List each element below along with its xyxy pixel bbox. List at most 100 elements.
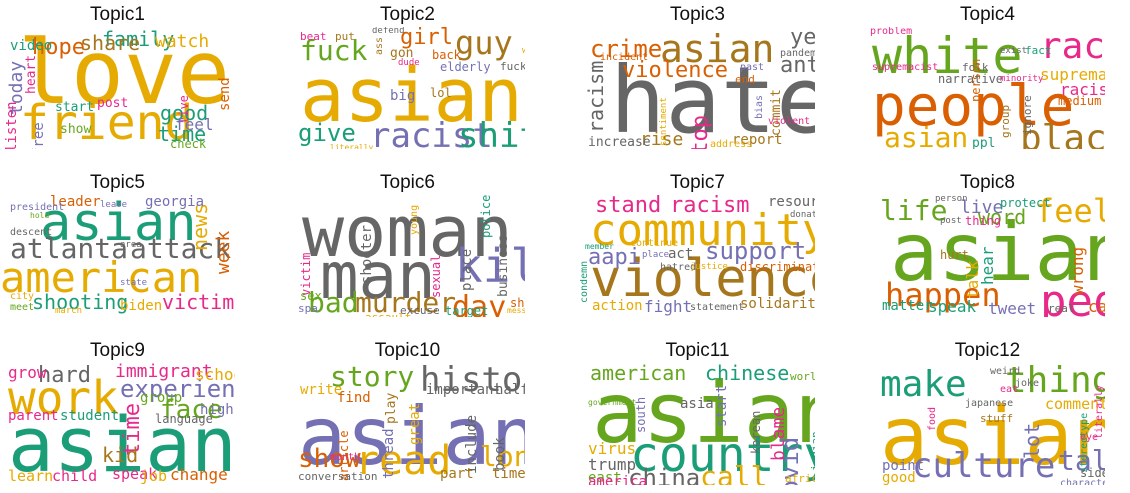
cloud-word: culture <box>912 446 1056 485</box>
cloud-word: community <box>590 205 815 256</box>
cloud-word: state <box>120 278 148 288</box>
cloud-word: side <box>1080 466 1105 480</box>
cloud-word: fuck <box>300 34 368 67</box>
word-cloud: love friend family share watch hope today video… <box>0 27 235 150</box>
cloud-word: elderly <box>440 60 491 74</box>
cloud-word: trump <box>588 455 637 474</box>
cloud-word: discrimination <box>740 260 815 274</box>
cloud-word: hard <box>38 363 91 388</box>
cloud-word: medium <box>1058 94 1102 108</box>
cloud-word: call <box>700 460 768 486</box>
cloud-word: character <box>1060 478 1105 486</box>
cloud-word: comment <box>1045 395 1105 413</box>
word-cloud: violencecommunitystand racism resource supp… <box>580 195 815 317</box>
cloud-word: thread <box>381 428 397 480</box>
cloud-word: school <box>195 365 235 384</box>
wordcloud-title: Topic6 <box>380 172 435 193</box>
cloud-word: continue <box>630 238 679 249</box>
cloud-word: love <box>18 27 230 124</box>
cloud-word: post <box>940 216 962 226</box>
cloud-word: victim <box>162 290 235 314</box>
cloud-word: world <box>790 370 815 383</box>
cloud-word: month <box>330 452 361 463</box>
cloud-word: experience <box>120 375 235 403</box>
cloud-word: donate <box>790 210 815 220</box>
cloud-word: student <box>60 408 120 424</box>
cloud-word: bad <box>308 286 359 317</box>
cloud-word: people <box>1040 276 1105 318</box>
cloud-word: learn <box>8 467 54 485</box>
cloud-word: sentiment <box>659 96 669 146</box>
cloud-word: protect <box>1000 196 1051 210</box>
cloud-word: lol <box>430 86 452 100</box>
cloud-word: beat <box>300 30 327 43</box>
cloud-word: big <box>390 88 416 104</box>
cloud-word: kid <box>102 443 139 467</box>
cloud-word: biden <box>120 298 163 314</box>
cloud-word: stuff <box>980 412 1014 425</box>
cloud-word: show <box>298 444 361 474</box>
wordcloud-title: Topic9 <box>90 340 145 361</box>
cloud-word: part <box>440 466 474 482</box>
cloud-word: hurt <box>940 248 969 262</box>
cloud-word: report <box>732 132 783 148</box>
cloud-word: racist <box>370 116 493 149</box>
cloud-word: word <box>978 205 1027 229</box>
cloud-word: east <box>588 470 622 485</box>
cloud-word: asian <box>298 390 525 483</box>
cloud-word: place <box>642 250 670 260</box>
cloud-word: talk <box>1058 444 1105 477</box>
cloud-word: march <box>55 306 83 316</box>
cloud-word: increase <box>588 135 651 149</box>
cloud-word: area <box>120 240 142 250</box>
cloud-word: japanese <box>965 398 1014 409</box>
cloud-word: shooter <box>359 224 375 284</box>
cloud-word: violence <box>622 58 728 83</box>
cloud-word: feel <box>1035 195 1105 230</box>
cloud-word: sexual <box>429 254 443 299</box>
cloud-word: crime <box>590 35 663 63</box>
cloud-word: asian <box>880 390 1105 483</box>
cloud-word: stand <box>595 195 662 218</box>
cloud-word: kill <box>455 239 525 293</box>
cloud-word: great <box>407 402 423 445</box>
cloud-word: virus <box>588 439 637 458</box>
cloud-word: long <box>480 440 525 473</box>
wordcloud-title: Topic3 <box>670 4 725 25</box>
cloud-word: conversation <box>298 470 378 483</box>
cloud-word: group <box>999 104 1012 138</box>
cloud-word: spa <box>298 302 318 315</box>
cloud-word: asian <box>40 195 197 253</box>
cloud-word: girl <box>400 27 453 50</box>
cloud-word: shit <box>458 116 525 149</box>
cloud-word: hear <box>978 246 997 286</box>
cloud-word: bias <box>754 94 765 119</box>
cloud-word: matter <box>882 298 933 314</box>
cloud-word: fucking <box>500 60 525 73</box>
cloud-word: american <box>0 253 203 302</box>
cloud-word: place <box>459 248 475 291</box>
cloud-word: group <box>140 390 183 406</box>
cloud-word: end <box>735 73 755 86</box>
cloud-word: defend <box>372 27 405 36</box>
cloud-word: eye <box>1080 432 1099 443</box>
cloud-word: action <box>592 298 643 314</box>
cloud-word: time <box>492 466 525 482</box>
cloud-word: aapi <box>588 245 641 270</box>
cloud-word: black <box>1020 118 1105 150</box>
cloud-word: president <box>10 202 65 213</box>
cloud-word: feel <box>175 115 214 134</box>
cloud-word: start <box>714 384 730 427</box>
cloud-word: ignore <box>1021 94 1034 135</box>
cloud-word: man <box>320 240 436 314</box>
cloud-word: thing <box>965 214 1002 228</box>
cloud-word: leader <box>50 195 101 210</box>
cloud-word: high <box>200 402 234 418</box>
cloud-word: immigrant <box>115 363 213 382</box>
